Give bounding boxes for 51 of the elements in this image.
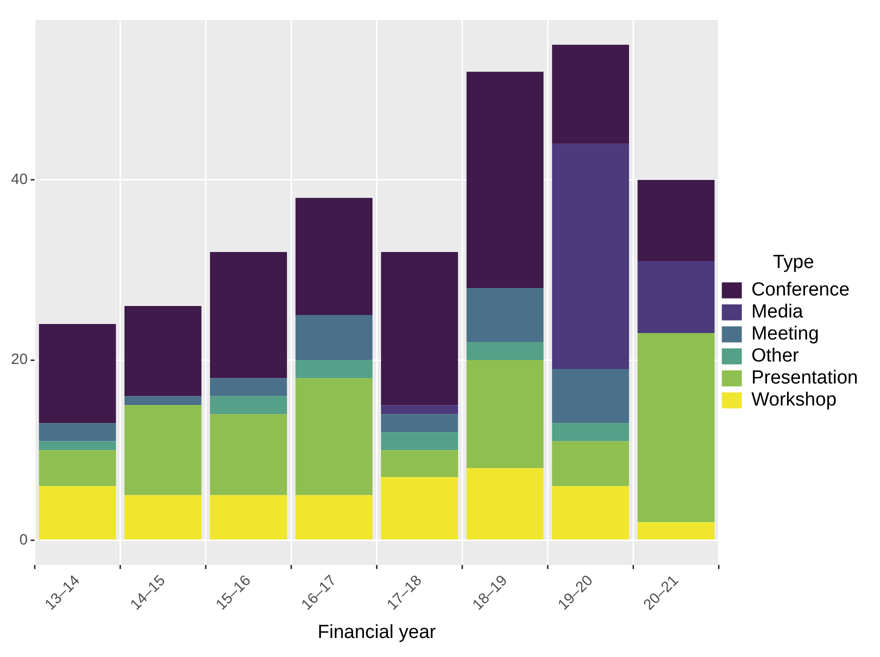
legend-label: Meeting [751,324,819,345]
bar [38,324,116,424]
bar [552,423,630,442]
bar [124,396,202,406]
y-tick-label: 40 [10,171,28,188]
bar [210,414,287,496]
bar [124,306,202,396]
bar [466,288,544,342]
bar [381,252,458,406]
bar [552,144,630,370]
y-tick-label: 0 [19,531,28,548]
bar [466,360,544,468]
bar [38,423,116,442]
bar [38,450,116,486]
bar [124,405,202,496]
bar [124,495,202,540]
bar [296,378,372,496]
bar [552,486,630,540]
bar [381,405,458,414]
bar [381,450,458,478]
bar [638,260,715,334]
bar [466,468,544,540]
bar [296,198,372,316]
bar [210,378,287,396]
bar [381,414,458,432]
legend-title: Type [772,252,814,273]
bar [552,44,630,144]
bar [296,315,372,360]
legend-label: Workshop [751,390,837,411]
bar [210,252,287,378]
bar [296,360,372,378]
legend-label: Presentation [751,368,858,389]
bar [296,495,372,540]
bar [638,333,715,522]
bar [381,432,458,450]
bar [466,72,544,288]
bar [381,477,458,540]
bar [38,441,116,450]
bar [38,486,116,540]
x-axis-title: Financial year [318,622,437,643]
bar [210,495,287,540]
legend-label: Media [751,302,804,323]
bar [210,396,287,414]
legend-label: Other [751,346,800,367]
legend-label: Conference [751,280,850,301]
bar [466,342,544,360]
y-tick-label: 20 [10,351,28,368]
bar [638,522,715,540]
bar [552,369,630,424]
bar [638,180,715,261]
bar [552,441,630,486]
